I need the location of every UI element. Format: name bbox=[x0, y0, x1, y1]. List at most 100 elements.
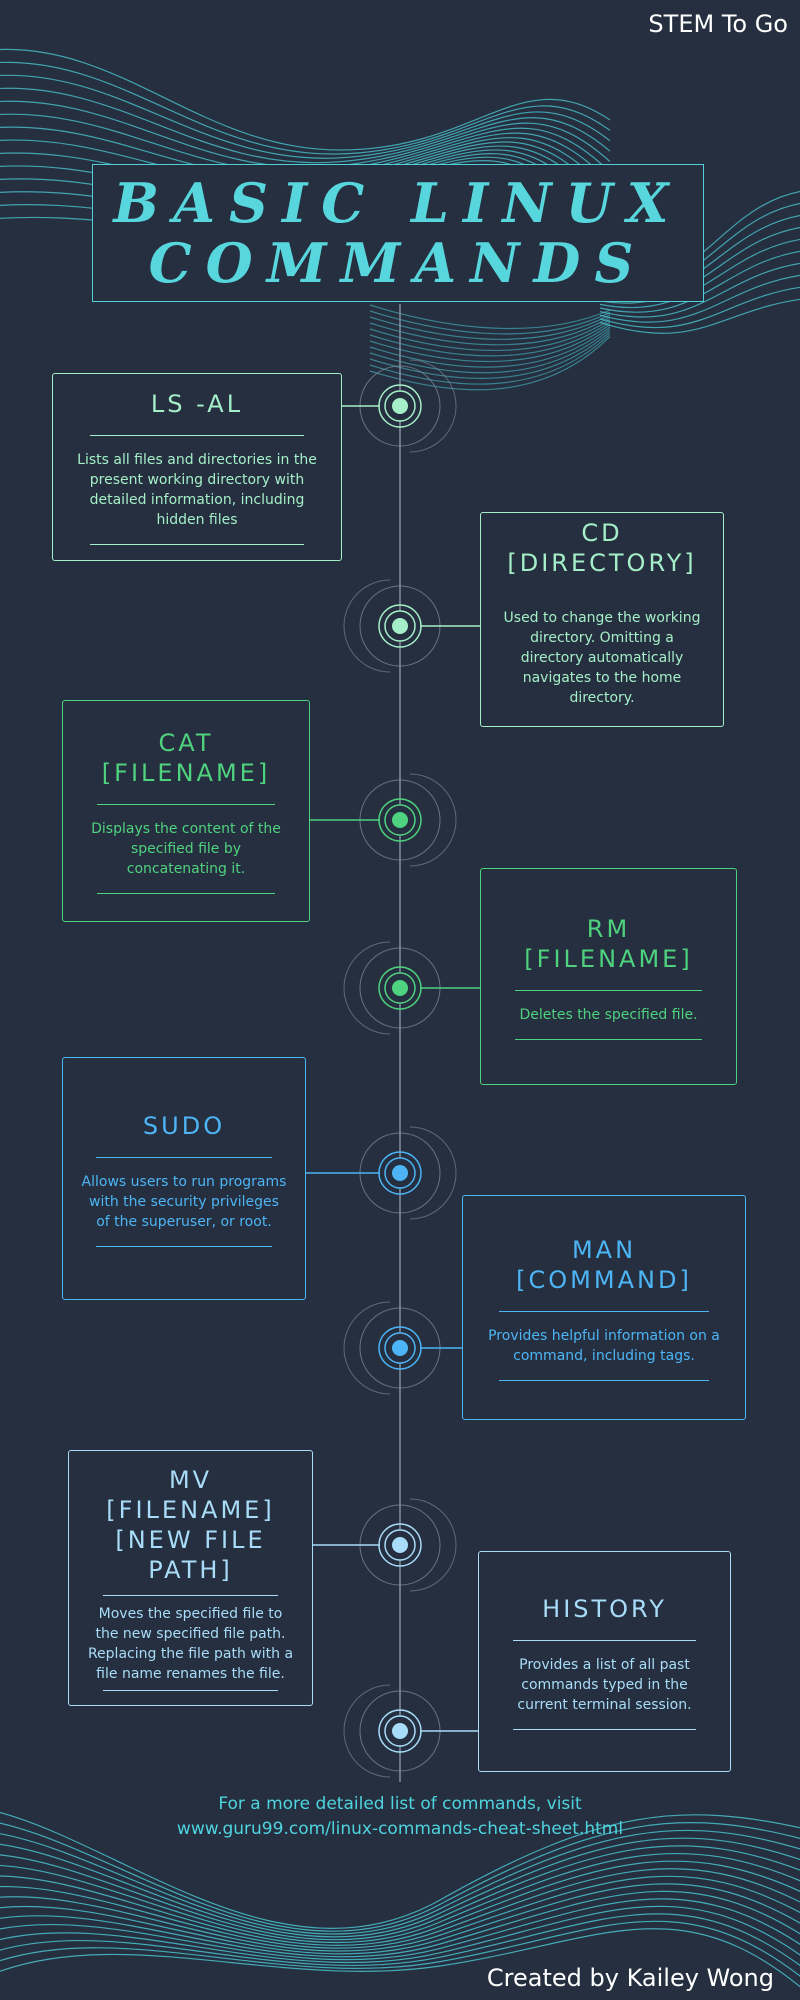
timeline-node bbox=[343, 1301, 499, 1395]
wave-line bbox=[0, 1822, 800, 1932]
timeline-node bbox=[343, 1684, 499, 1778]
wave-line bbox=[0, 1920, 800, 1977]
node-dot bbox=[392, 980, 408, 996]
wave-line bbox=[599, 250, 800, 313]
wave-line bbox=[599, 262, 800, 318]
footer-line: For a more detailed list of commands, vi… bbox=[218, 1794, 582, 1814]
card-ls: LS -AL Lists all files and directories i… bbox=[52, 373, 342, 561]
node-ring bbox=[378, 1709, 422, 1753]
card-divider bbox=[96, 1156, 272, 1158]
wave-line bbox=[369, 323, 611, 363]
wave-line bbox=[0, 1812, 800, 1929]
card-divider bbox=[102, 1595, 279, 1596]
brand-name: STEM To Go bbox=[648, 10, 788, 38]
node-dot bbox=[392, 812, 408, 828]
node-arc bbox=[409, 773, 457, 867]
card-rm: RM [FILENAME] Deletes the specified file… bbox=[480, 868, 737, 1085]
wave-line bbox=[0, 1868, 800, 1949]
node-ring bbox=[378, 1151, 422, 1195]
node-arc bbox=[343, 1301, 391, 1395]
node-arc bbox=[409, 359, 457, 453]
node-ring bbox=[378, 1523, 422, 1567]
node-dot bbox=[392, 1165, 408, 1181]
author-credit: Created by Kailey Wong bbox=[486, 1964, 774, 1992]
command-name: CAT [FILENAME] bbox=[101, 729, 271, 787]
timeline-node bbox=[279, 1126, 457, 1220]
node-dot bbox=[392, 618, 408, 634]
card-divider bbox=[499, 1379, 709, 1381]
command-description: Allows users to run programs with the se… bbox=[81, 1173, 287, 1230]
wave-line bbox=[599, 238, 800, 309]
card-divider bbox=[96, 804, 276, 805]
footer-note: For a more detailed list of commands, vi… bbox=[0, 1792, 800, 1842]
command-description: Provides a list of all past commands typ… bbox=[517, 1656, 692, 1713]
card-cd: CD [DIRECTORY] Used to change the workin… bbox=[480, 512, 724, 727]
command-description: Moves the specified file to the new spec… bbox=[87, 1606, 294, 1682]
card-divider bbox=[515, 989, 702, 991]
node-dot bbox=[392, 1723, 408, 1739]
command-description: Used to change the working directory. Om… bbox=[503, 609, 701, 706]
wave-line bbox=[369, 326, 611, 368]
node-arc bbox=[343, 1684, 391, 1778]
card-divider bbox=[96, 893, 276, 894]
command-name: MV [FILENAME] [NEW FILE PATH] bbox=[106, 1466, 275, 1584]
wave-line bbox=[599, 298, 800, 334]
card-cat: CAT [FILENAME] Displays the content of t… bbox=[62, 700, 310, 922]
wave-line bbox=[599, 227, 800, 304]
wave-line bbox=[369, 321, 611, 357]
title-line-2: COMMANDS bbox=[148, 231, 648, 295]
command-name: RM [FILENAME] bbox=[524, 914, 693, 973]
reference-link[interactable]: www.guru99.com/linux-commands-cheat-shee… bbox=[176, 1819, 624, 1839]
node-arc bbox=[409, 1126, 457, 1220]
card-history: HISTORY Provides a list of all past comm… bbox=[478, 1551, 731, 1772]
node-dot bbox=[392, 1340, 408, 1356]
card-divider bbox=[513, 1728, 696, 1730]
node-ring bbox=[378, 384, 422, 428]
title-box: BASIC LINUX COMMANDS bbox=[92, 164, 704, 302]
timeline-node bbox=[289, 773, 457, 867]
command-description: Lists all files and directories in the p… bbox=[77, 452, 317, 528]
node-ring bbox=[378, 966, 422, 1010]
wave-line bbox=[0, 1928, 800, 1988]
wave-line bbox=[0, 1829, 800, 1935]
wave-line bbox=[369, 331, 611, 379]
wave-line bbox=[369, 319, 611, 351]
wave-line bbox=[0, 1883, 800, 1955]
command-name: LS -AL bbox=[150, 390, 244, 418]
wave-line bbox=[0, 87, 611, 164]
node-ring bbox=[378, 604, 422, 648]
wave-line bbox=[369, 335, 611, 391]
command-name: HISTORY bbox=[542, 1594, 667, 1623]
card-divider bbox=[89, 435, 305, 436]
card-divider bbox=[89, 544, 305, 545]
title-line-1: BASIC LINUX bbox=[113, 171, 683, 235]
wave-line bbox=[599, 274, 800, 323]
timeline-node bbox=[279, 1498, 457, 1592]
node-dot bbox=[392, 1537, 408, 1553]
command-name: MAN [COMMAND] bbox=[516, 1235, 692, 1294]
wave-line bbox=[0, 61, 611, 155]
wave-line bbox=[0, 1875, 800, 1952]
wave-line bbox=[0, 1898, 800, 1961]
wave-line bbox=[0, 74, 611, 159]
wave-line bbox=[599, 286, 800, 329]
wave-line bbox=[0, 48, 611, 151]
wave-line bbox=[0, 1837, 800, 1938]
command-name: CD [DIRECTORY] bbox=[507, 518, 697, 577]
card-divider bbox=[499, 1310, 709, 1312]
wave-line bbox=[0, 1913, 800, 1967]
card-divider bbox=[102, 1690, 279, 1691]
wave-line bbox=[0, 1905, 800, 1964]
timeline-node bbox=[343, 579, 497, 673]
command-description: Deletes the specified file. bbox=[519, 1006, 698, 1023]
node-ring bbox=[378, 1326, 422, 1370]
card-mv: MV [FILENAME] [NEW FILE PATH] Moves the … bbox=[68, 1450, 313, 1706]
command-description: Displays the content of the specified fi… bbox=[91, 821, 281, 877]
wave-line bbox=[369, 328, 611, 374]
node-arc bbox=[343, 941, 391, 1035]
card-sudo: SUDO Allows users to run programs with t… bbox=[62, 1057, 306, 1300]
timeline-node bbox=[343, 941, 499, 1035]
wave-line bbox=[0, 1860, 800, 1946]
